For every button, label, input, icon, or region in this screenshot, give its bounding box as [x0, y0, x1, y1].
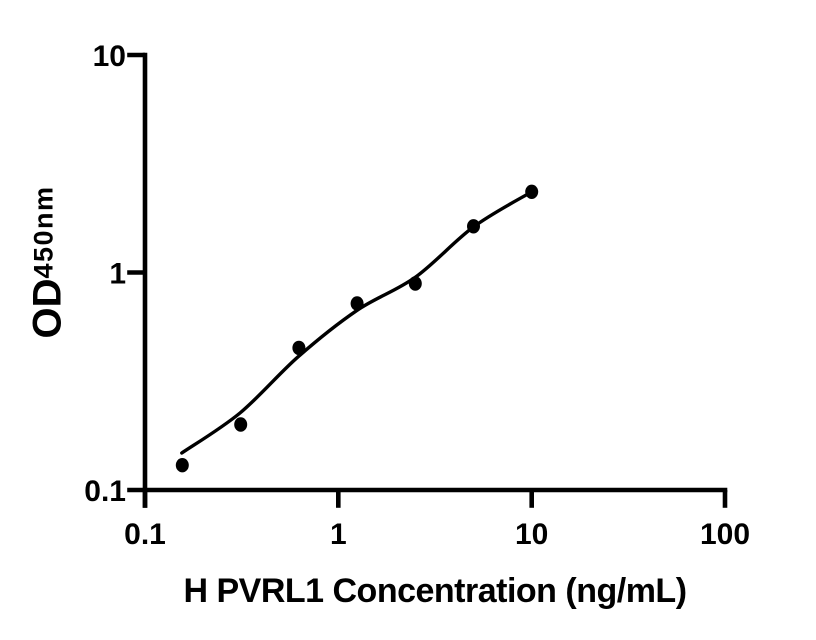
y-tick-label: 10 — [93, 40, 126, 73]
fit-curve — [180, 190, 534, 455]
x-tick-label: 1 — [330, 518, 347, 551]
data-point — [525, 184, 539, 199]
y-axis-title-main: OD — [25, 278, 70, 339]
data-point — [467, 219, 480, 234]
x-axis-title: H PVRL1 Concentration (ng/mL) — [183, 572, 687, 610]
x-tick-label: 0.1 — [124, 518, 166, 551]
data-point — [350, 296, 364, 311]
y-axis-title-sub: 450nm — [28, 185, 59, 279]
data-point — [234, 417, 248, 432]
y-tick-label: 1 — [109, 258, 126, 291]
y-tick-label: 0.1 — [84, 475, 126, 508]
x-tick-label: 100 — [700, 518, 750, 551]
data-point — [292, 340, 306, 356]
x-tick-label: 10 — [515, 518, 548, 551]
data-point — [408, 276, 422, 291]
y-axis-title: OD450nm — [26, 185, 71, 338]
data-point — [175, 458, 189, 473]
